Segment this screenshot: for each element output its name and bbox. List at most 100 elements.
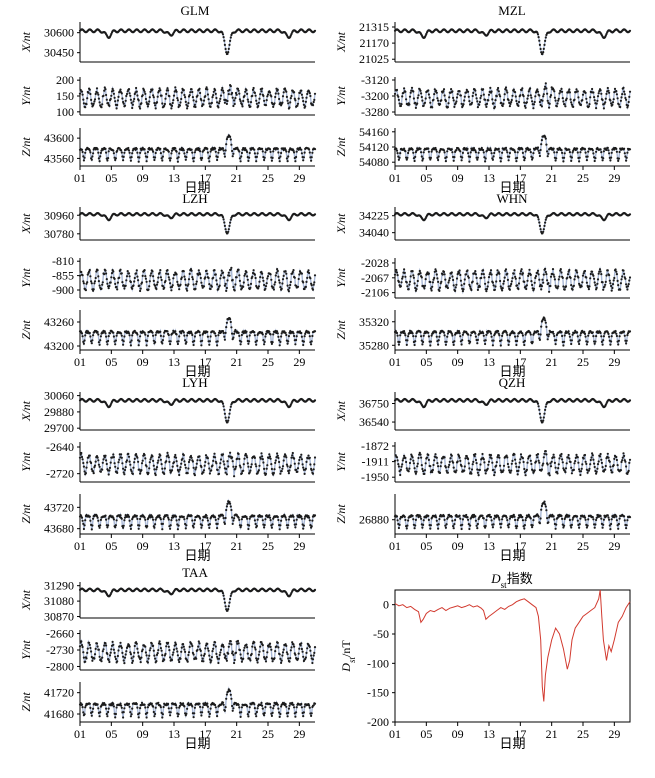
data-point	[263, 283, 266, 287]
data-point	[608, 335, 611, 338]
data-point	[191, 90, 194, 94]
data-point	[617, 284, 620, 287]
data-point	[531, 156, 534, 159]
data-point	[106, 343, 109, 346]
data-point	[526, 97, 529, 100]
data-point	[125, 94, 128, 98]
data-point	[508, 340, 511, 343]
data-point	[233, 332, 236, 335]
data-point	[544, 319, 547, 322]
data-point	[564, 105, 567, 108]
data-point	[427, 93, 430, 96]
data-point	[458, 269, 461, 272]
data-point	[542, 51, 545, 54]
data-point	[445, 156, 448, 159]
data-point	[505, 331, 508, 334]
data-point	[545, 273, 548, 276]
data-point	[583, 269, 587, 273]
data-point	[105, 93, 108, 97]
y-tick-label: -2640	[46, 440, 74, 454]
x-axis-label: 日期	[184, 181, 210, 196]
data-point	[563, 152, 566, 155]
y-tick-label: 30780	[44, 227, 74, 241]
data-point	[310, 159, 313, 162]
data-point	[625, 339, 628, 342]
data-point	[129, 344, 132, 347]
data-point	[160, 94, 163, 97]
data-point	[112, 152, 115, 155]
data-point	[490, 152, 493, 155]
data-point	[563, 288, 566, 291]
data-point	[191, 96, 194, 99]
data-point	[169, 340, 172, 343]
data-point	[436, 156, 439, 159]
data-point	[499, 344, 502, 347]
data-point	[476, 288, 479, 291]
data-point	[137, 460, 140, 463]
data-point	[214, 89, 217, 92]
data-point	[484, 157, 487, 160]
data-point	[101, 468, 104, 471]
data-point	[435, 148, 438, 151]
data-point	[221, 271, 225, 274]
data-point	[127, 149, 131, 152]
data-point	[251, 275, 254, 278]
data-point	[592, 152, 595, 155]
y-tick-label: -2720	[46, 467, 74, 481]
data-point	[505, 149, 508, 152]
data-point	[302, 100, 305, 103]
data-point	[487, 93, 491, 96]
data-point	[459, 335, 462, 338]
data-point	[226, 99, 229, 103]
data-point	[405, 281, 408, 284]
data-point	[249, 101, 253, 104]
data-point	[94, 92, 97, 96]
data-point	[300, 335, 303, 338]
data-point	[110, 272, 114, 275]
data-point	[594, 340, 597, 343]
y-axis-label: Z/nt	[19, 320, 33, 340]
data-point	[508, 151, 511, 155]
data-point	[282, 274, 285, 277]
data-point	[595, 286, 598, 289]
data-point	[460, 343, 463, 346]
data-point	[561, 334, 564, 338]
data-point	[105, 459, 108, 462]
data-point	[403, 147, 406, 150]
data-point	[120, 456, 123, 459]
data-point	[310, 343, 313, 346]
data-point	[148, 280, 151, 283]
data-point	[308, 271, 311, 275]
data-point	[80, 455, 84, 459]
data-point	[223, 224, 226, 227]
x-tick-label: 17	[514, 171, 526, 185]
x-tick-label: 21	[546, 171, 558, 185]
data-point	[240, 151, 243, 155]
data-point	[516, 151, 519, 154]
data-point	[98, 343, 101, 346]
data-point	[228, 412, 231, 415]
data-point	[120, 151, 123, 154]
data-point	[236, 87, 240, 90]
data-point	[549, 94, 553, 97]
data-point	[199, 150, 202, 153]
data-point	[412, 276, 415, 279]
data-point	[146, 339, 149, 343]
data-point	[519, 270, 523, 273]
data-point	[504, 86, 508, 89]
data-point	[195, 280, 198, 283]
data-point	[169, 282, 172, 285]
data-point	[300, 331, 303, 335]
data-point	[119, 268, 122, 271]
data-point	[462, 288, 465, 291]
data-point	[209, 105, 212, 108]
data-point	[622, 269, 625, 272]
y-tick-label: -810	[52, 254, 74, 268]
data-point	[421, 159, 424, 162]
data-point	[239, 343, 242, 346]
data-point	[526, 279, 529, 282]
data-point	[82, 159, 85, 162]
data-point	[241, 105, 244, 108]
data-point	[269, 273, 272, 276]
